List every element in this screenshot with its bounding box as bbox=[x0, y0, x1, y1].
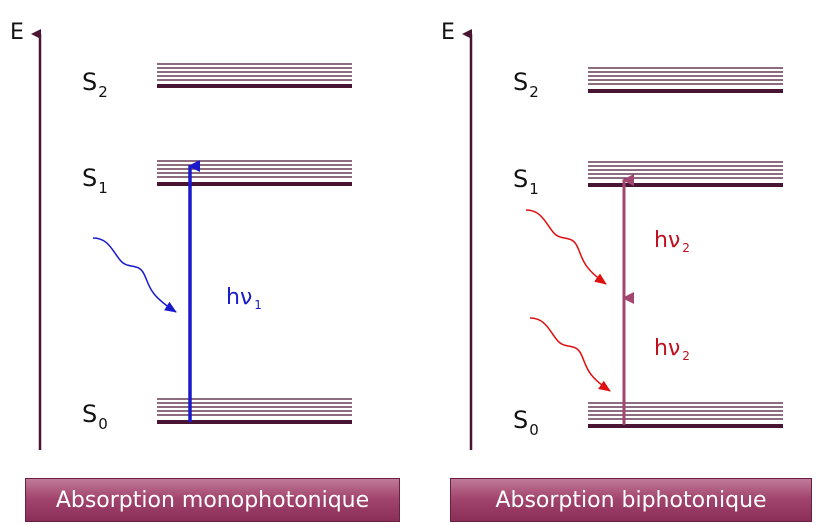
energy-axis-label-left: E bbox=[10, 20, 24, 45]
state-label-s1-left: S1 bbox=[82, 164, 108, 197]
photon-label-hv1: hν 1 bbox=[226, 285, 262, 312]
state-label-s2-left: S2 bbox=[82, 68, 108, 101]
state-label-s1-right: S1 bbox=[513, 165, 539, 198]
photon-label-hv2-lower: hν 2 bbox=[654, 336, 690, 363]
level-s1-left bbox=[157, 160, 352, 186]
state-label-s0-left: S0 bbox=[82, 400, 108, 433]
level-s1-right bbox=[588, 161, 783, 187]
caption-monophotonic: Absorption monophotonique bbox=[25, 478, 400, 522]
state-label-s2-right: S2 bbox=[513, 68, 539, 101]
caption-biphotonic: Absorption biphotonique bbox=[450, 478, 812, 522]
level-s0-left bbox=[157, 398, 352, 424]
state-label-s0-right: S0 bbox=[513, 406, 539, 439]
level-s2-right bbox=[588, 67, 783, 93]
energy-axis-label-right: E bbox=[441, 20, 455, 45]
level-s2-left bbox=[157, 63, 352, 88]
photon-wave-red-upper bbox=[525, 209, 607, 285]
level-s0-right bbox=[588, 402, 783, 428]
photon-label-hv2-upper: hν 2 bbox=[654, 228, 690, 255]
photon-wave-blue bbox=[92, 237, 177, 313]
photon-wave-red-lower bbox=[529, 317, 611, 392]
